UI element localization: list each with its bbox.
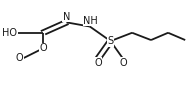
Text: O: O: [16, 53, 23, 63]
Text: NH: NH: [83, 16, 98, 26]
Text: O: O: [94, 58, 102, 68]
Text: HO: HO: [2, 28, 17, 38]
Text: S: S: [108, 36, 114, 46]
Text: O: O: [39, 43, 47, 53]
Text: O: O: [119, 58, 127, 68]
Text: N: N: [63, 12, 70, 22]
